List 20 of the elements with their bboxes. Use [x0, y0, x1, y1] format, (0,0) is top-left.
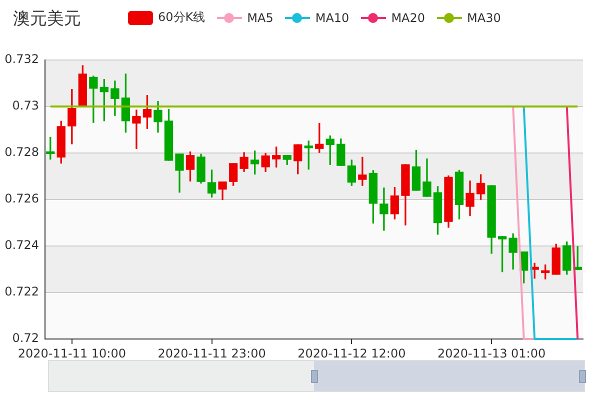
- x-tick-label: 2020-11-11 23:00: [158, 346, 266, 360]
- legend-label: MA5: [247, 10, 274, 24]
- y-tick-label: 0.732: [4, 52, 39, 66]
- candlestick: [380, 188, 388, 231]
- legend-label: 60分K线: [158, 9, 206, 26]
- legend-label: MA20: [391, 10, 426, 24]
- y-tick-label: 0.726: [4, 192, 39, 206]
- y-tick-label: 0.72: [12, 331, 39, 346]
- chart-title: 澳元美元: [13, 8, 81, 30]
- y-tick-label: 0.724: [4, 238, 39, 252]
- y-tick-label: 0.73: [12, 98, 39, 113]
- y-tick-label: 0.722: [4, 284, 39, 299]
- y-tick-label: 0.728: [4, 145, 39, 160]
- candlestick: [132, 110, 141, 149]
- x-tick-label: 2020-11-11 10:00: [18, 346, 126, 360]
- x-tick-label: 2020-11-13 01:00: [437, 346, 546, 360]
- candlestick: [358, 156, 367, 186]
- x-tick-label: 2020-11-12 12:00: [298, 346, 406, 360]
- legend-label: MA30: [467, 10, 501, 24]
- legend-label: MA10: [315, 10, 350, 24]
